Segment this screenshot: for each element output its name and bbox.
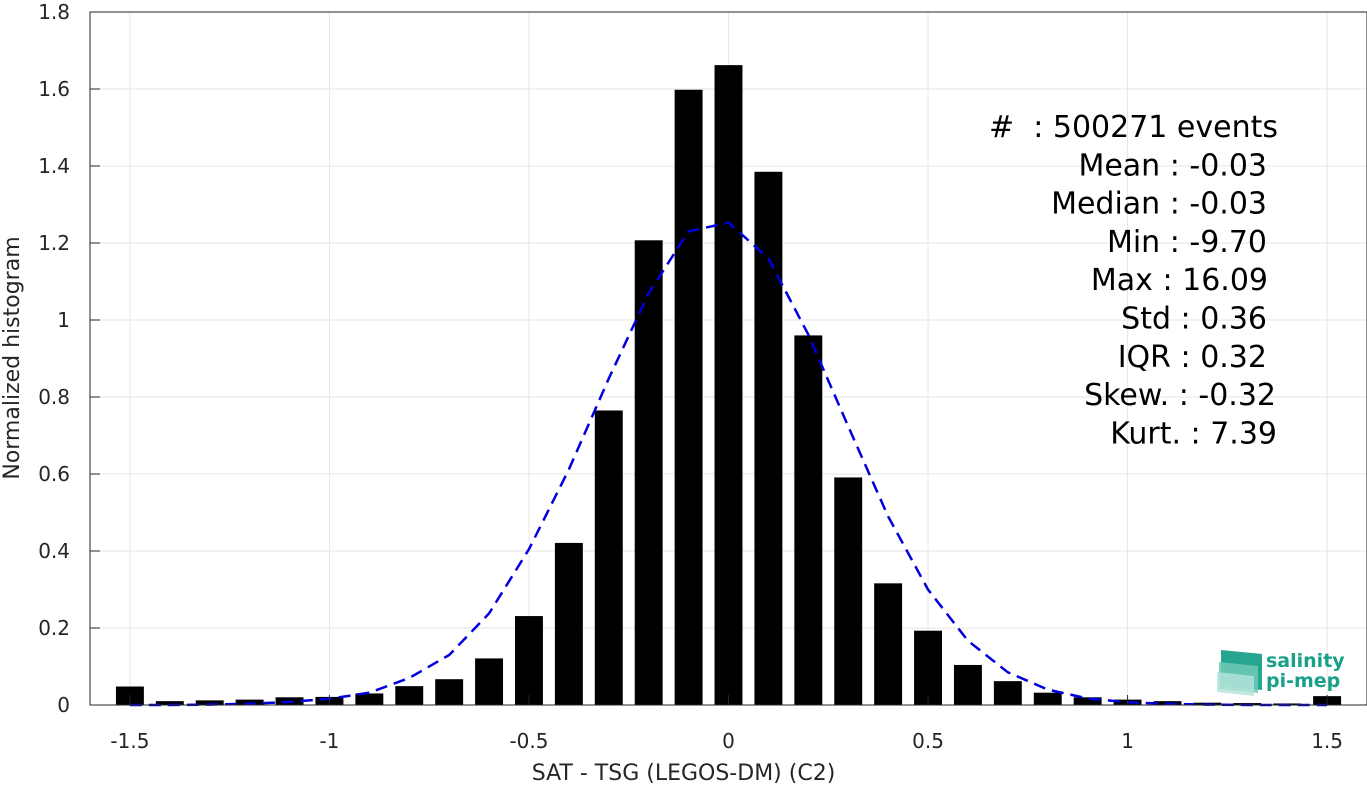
histogram-bar <box>235 699 264 705</box>
histogram-bar <box>834 477 863 705</box>
y-tick-label: 1.4 <box>38 154 70 178</box>
stat-annotation: Mean : -0.03 <box>1078 148 1267 183</box>
histogram-bar <box>155 701 184 705</box>
histogram-bar <box>435 679 464 705</box>
y-tick-label: 0 <box>57 693 70 717</box>
stat-annotation: Std : 0.36 <box>1121 302 1267 337</box>
stat-annotation: Skew. : -0.32 <box>1084 378 1276 413</box>
histogram-bar <box>594 410 623 705</box>
histogram-bar <box>674 89 703 705</box>
stat-annotation: Median : -0.03 <box>1051 187 1267 222</box>
histogram-bars <box>115 65 1342 705</box>
histogram-bar <box>554 542 583 705</box>
histogram-bar <box>475 658 504 705</box>
x-axis-ticks: -1.5 -1 -0.5 0 0.5 1 1.5 <box>110 695 1343 753</box>
y-axis-ticks: 0 0.2 0.4 0.6 0.8 1 1.2 1.4 1.6 1.8 <box>38 0 100 717</box>
x-tick-label: -1 <box>319 729 339 753</box>
x-tick-label: 1 <box>1121 729 1134 753</box>
y-tick-label: 1.2 <box>38 231 70 255</box>
histogram-bar <box>355 693 384 705</box>
y-axis-label: Normalized histogram <box>0 236 25 479</box>
histogram-bar <box>515 616 543 705</box>
y-tick-label: 0.6 <box>38 462 70 486</box>
stat-annotation: Min : -9.70 <box>1107 225 1267 260</box>
histogram-bar <box>914 630 942 705</box>
histogram-bar <box>634 240 663 705</box>
salinity-pi-mep-logo: salinity pi-mep <box>1217 650 1345 696</box>
stat-annotation: # : 500271 events <box>989 110 1278 145</box>
y-tick-label: 0.2 <box>38 616 70 640</box>
wave-icon <box>1217 650 1262 696</box>
y-tick-label: 0.4 <box>38 539 70 563</box>
histogram-bar <box>953 664 982 705</box>
x-tick-label: 0 <box>722 729 735 753</box>
stat-annotation: IQR : 0.32 <box>1118 340 1267 375</box>
y-tick-label: 1 <box>57 308 70 332</box>
y-tick-label: 1.6 <box>38 77 70 101</box>
logo-text-pi-mep: pi-mep <box>1266 670 1340 692</box>
histogram-bar <box>714 65 743 705</box>
stat-annotation: Kurt. : 7.39 <box>1110 416 1277 451</box>
x-tick-label: -0.5 <box>509 729 548 753</box>
y-tick-label: 1.8 <box>38 0 70 24</box>
x-tick-label: 0.5 <box>912 729 944 753</box>
histogram-bar <box>794 335 823 705</box>
histogram-bar <box>395 686 424 705</box>
histogram-bar <box>754 171 783 705</box>
histogram-bar <box>1033 692 1062 705</box>
x-axis-label: SAT - TSG (LEGOS-DM) (C2) <box>532 761 836 785</box>
logo-text-salinity: salinity <box>1266 650 1345 672</box>
y-tick-label: 0.8 <box>38 385 70 409</box>
stat-annotation: Max : 16.09 <box>1091 263 1268 298</box>
histogram-bar <box>195 700 224 705</box>
histogram-bar <box>993 681 1022 705</box>
histogram-bar <box>874 583 903 705</box>
histogram-bar <box>1073 697 1102 705</box>
x-tick-label: -1.5 <box>110 729 149 753</box>
x-tick-label: 1.5 <box>1311 729 1343 753</box>
